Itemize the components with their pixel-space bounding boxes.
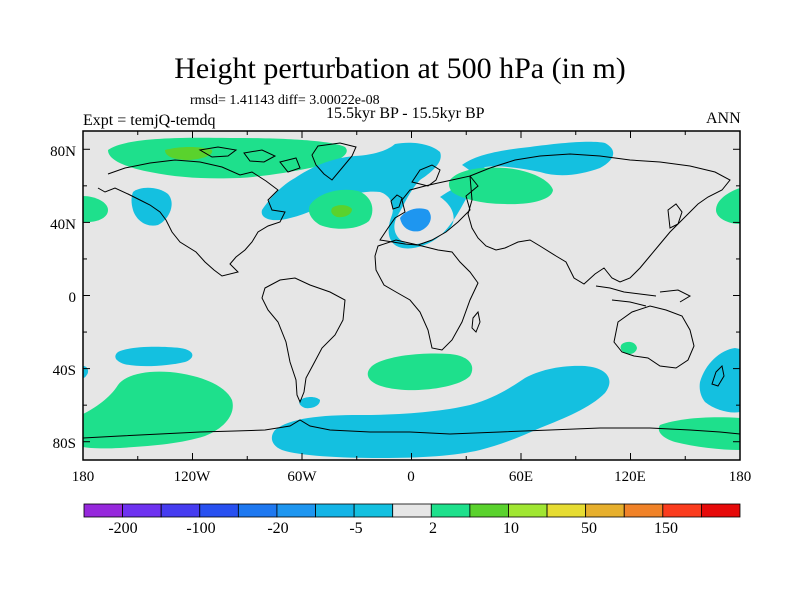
lon-label: 120E [614,469,646,485]
contour-natlantic-negative [261,141,614,249]
lon-label: 180 [72,469,95,485]
colorbar-swatch [122,503,162,518]
contour-southern-ocean-negative [271,365,610,458]
coast-britain [390,194,403,210]
lon-label: 0 [407,469,415,485]
contour-russia-positive [448,167,553,205]
coast-south-america [261,277,346,404]
colorbar-swatch [508,503,548,518]
lat-label: 0 [69,290,77,306]
lat-label: 40N [50,217,76,233]
colorbar-swatch [701,503,741,518]
season-label: ANN [706,110,741,127]
lat-label: 80S [53,436,76,452]
contour-right-edge-positive [716,188,740,224]
stats-line: rmsd= 1.41143 diff= 3.00022e-08 [190,93,380,108]
colorbar-swatch [199,503,239,518]
contour-left-edge-positive [83,196,108,223]
axis-ticks [82,131,741,460]
colorbar-swatch [623,503,664,518]
contour-satlantic-positive [367,353,473,391]
coast-asia [467,153,731,285]
colorbar-swatch [83,503,123,518]
contour-arctic-positive [108,137,347,179]
colorbar-swatch [585,503,625,518]
contour-drake-negative [299,397,320,409]
colorbar-swatch [160,503,201,518]
contour-midatlantic-core [331,205,352,218]
colorbar-swatch [469,503,509,518]
colorbar-label: 10 [503,520,519,537]
lon-label: 120W [174,469,212,485]
colorbar-swatch [662,503,702,518]
coast-australia [613,305,695,369]
colorbar-label: -200 [108,520,137,537]
coast-africa [374,239,479,351]
coast-japan [667,203,683,229]
coast-antarctica [82,419,741,439]
colorbar-swatch [546,503,587,518]
lon-label: 60E [509,469,533,485]
contour-fills [83,137,740,458]
colorbar-swatch [430,503,471,518]
colorbar-swatch [237,503,278,518]
colorbar-labels: -200 -100 -20 -5 2 10 50 150 [108,520,678,537]
lat-label: 40S [53,363,76,379]
coastlines [82,142,741,439]
lon-label: 180 [729,469,752,485]
experiment-label: Expt = temjQ-temdq [83,112,216,129]
colorbar-label: 2 [429,520,437,537]
colorbar-label: -20 [267,520,288,537]
coast-indonesia [595,285,692,307]
lat-label: 80N [50,144,76,160]
lon-labels: 180 120W 60W 0 60E 120E 180 [72,469,752,485]
contour-australia-positive [620,341,637,355]
coast-scandinavia [411,164,441,187]
colorbar-swatch [276,503,316,518]
colorbar [83,503,741,518]
coast-north-america [97,159,286,277]
lat-labels: 80N 40N 0 40S 80S [50,144,76,452]
period-label: 15.5kyr BP - 15.5kyr BP [326,105,485,122]
contour-nz-negative [699,348,740,413]
colorbar-swatch [392,503,432,518]
coast-madagascar [471,310,481,333]
coast-greenland [311,142,357,181]
coast-new-zealand [711,364,725,387]
colorbar-label: 150 [654,520,678,537]
colorbar-label: -100 [186,520,215,537]
contour-swpacific-positive [83,371,233,449]
contour-spacific-negative [115,346,193,367]
contour-europe-mid [400,208,431,232]
colorbar-label: 50 [581,520,597,537]
contour-right-south-positive [658,417,740,450]
colorbar-swatch [353,503,394,518]
map-title: Height perturbation at 500 hPa (in m) [174,52,626,85]
colorbar-label: -5 [349,520,362,537]
colorbar-swatch [315,503,355,518]
lon-label: 60W [287,469,317,485]
coast-arctic-islands [198,146,301,173]
